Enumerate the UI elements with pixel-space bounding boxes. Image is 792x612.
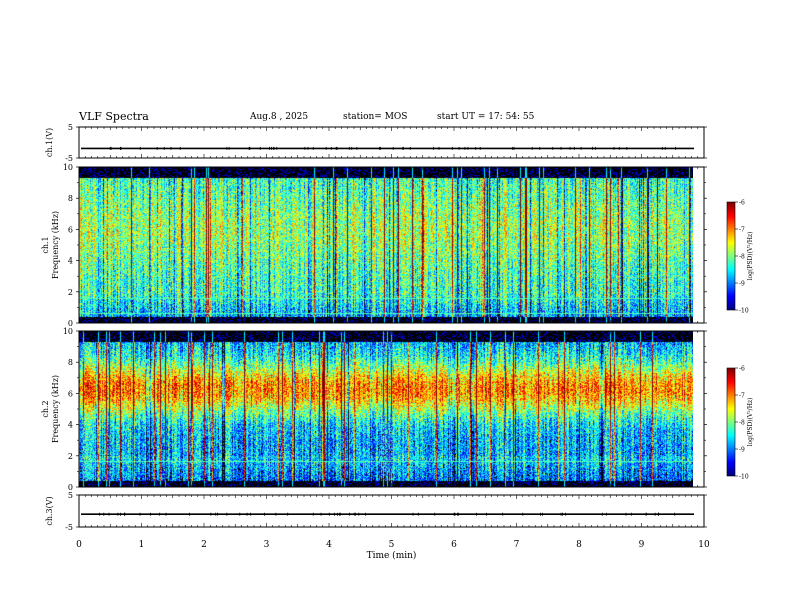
panel-3-y-tick-label: 8 — [68, 358, 73, 367]
x-tick-label: 0 — [76, 540, 82, 550]
panel-2-frame — [78, 166, 705, 324]
panel-4-y-tick-label: 5 — [68, 491, 73, 500]
panel-3-y-tick-label: 10 — [63, 327, 73, 336]
colorbar-2-tick-label: -7 — [739, 393, 745, 400]
panel-3-y-tick-label: 6 — [68, 389, 73, 398]
panel-4-y-tick-label: -5 — [65, 523, 73, 532]
ch2-spectrogram-image — [79, 331, 693, 487]
colorbar-1-label: log(PSD)(V²/Hz) — [747, 232, 754, 281]
chart-title: VLF Spectra — [79, 110, 149, 123]
date-label: Aug.8 , 2025 — [250, 112, 309, 122]
colorbar-1-image — [727, 202, 735, 310]
x-tick-label: 2 — [201, 540, 207, 550]
colorbar-1-frame — [726, 201, 736, 311]
colorbar-1-tick-label: -7 — [739, 227, 745, 234]
x-tick-label: 6 — [451, 540, 457, 550]
x-axis-label: Time (min) — [367, 550, 417, 561]
x-tick-label: 5 — [389, 540, 395, 550]
colorbar-2-image — [727, 368, 735, 476]
colorbar-2-tick-label: -9 — [739, 447, 745, 454]
panel-3-y-tick-label: 0 — [68, 483, 73, 492]
panel-3-frame — [78, 330, 705, 488]
panel-1-y-tick-label: -5 — [65, 154, 73, 163]
start-time-label: start UT = 17: 54: 55 — [437, 112, 535, 122]
panel-2-y-tick-label: 6 — [68, 225, 73, 234]
colorbar-2-tick-label: -6 — [739, 366, 745, 373]
panel-2-y-tick-label: 4 — [68, 257, 73, 266]
station-label: station= MOS — [343, 112, 408, 122]
panel-3-ylabel: Frequency (kHz) — [51, 375, 60, 443]
panel-3-y-tick-label: 2 — [68, 452, 73, 461]
panel-4-ylabel: ch.3(V) — [45, 496, 54, 525]
colorbar-2-frame — [726, 367, 736, 477]
x-tick-label: 4 — [326, 540, 332, 550]
panel-2-ylabel-top: ch.1 — [41, 236, 50, 253]
panel-3-y-tick-label: 4 — [68, 421, 73, 430]
x-tick-label: 1 — [139, 540, 145, 550]
x-tick-label: 3 — [264, 540, 270, 550]
colorbar-1-tick-label: -9 — [739, 281, 745, 288]
panel-4-frame — [78, 494, 705, 528]
panel-2-y-tick-label: 8 — [68, 194, 73, 203]
x-tick-label: 10 — [698, 540, 710, 550]
colorbar-2-tick-label: -10 — [739, 474, 749, 481]
colorbar-2-tick-label: -8 — [739, 420, 745, 427]
x-tick-label: 8 — [576, 540, 582, 550]
panel-1-ylabel: ch.1(V) — [45, 128, 54, 157]
colorbar-1-tick-label: -8 — [739, 254, 745, 261]
panel-1-y-tick-label: 5 — [68, 123, 73, 132]
x-tick-label: 7 — [514, 540, 520, 550]
panel-2-y-tick-label: 0 — [68, 319, 73, 328]
ch1-spectrogram-image — [79, 167, 693, 323]
panel-1-frame — [78, 126, 705, 159]
colorbar-2-label: log(PSD)(V²/Hz) — [747, 398, 754, 447]
panel-2-y-tick-label: 2 — [68, 288, 73, 297]
panel-2-ylabel: Frequency (kHz) — [51, 211, 60, 279]
colorbar-1-tick-label: -10 — [739, 308, 749, 315]
colorbar-1-tick-label: -6 — [739, 200, 745, 207]
panel-2-y-tick-label: 10 — [63, 163, 73, 172]
panel-3-ylabel-top: ch.2 — [41, 400, 50, 417]
x-tick-label: 9 — [639, 540, 645, 550]
